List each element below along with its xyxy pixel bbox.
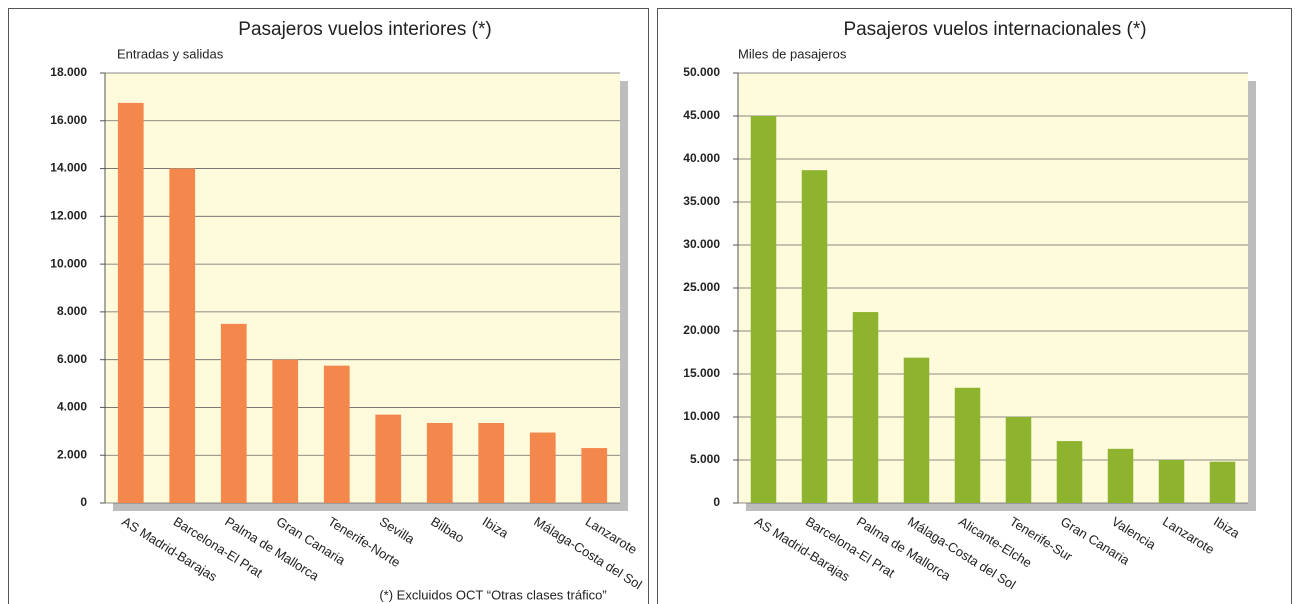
y-tick-label: 10.000 <box>683 409 720 423</box>
y-tick-label: 50.000 <box>683 65 720 79</box>
y-tick-label: 4.000 <box>57 400 87 414</box>
x-tick-label: Palma de Mallorca <box>222 514 322 584</box>
bar <box>375 414 402 503</box>
bar <box>1209 461 1236 503</box>
y-tick-label: 0 <box>713 495 720 509</box>
bar <box>117 102 144 503</box>
y-tick-label: 2.000 <box>57 447 87 461</box>
y-tick-label: 30.000 <box>683 237 720 251</box>
panel-frame <box>657 8 1292 604</box>
x-tick-label: Palma de Mallorca <box>854 514 954 584</box>
x-tick-label: Sevilla <box>377 514 418 547</box>
y-tick-label: 0 <box>80 495 87 509</box>
x-tick-label: Lanzarote <box>1160 514 1217 557</box>
y-tick-label: 8.000 <box>57 304 87 318</box>
panel-frame <box>8 8 649 604</box>
y-tick-label: 10.000 <box>50 256 87 270</box>
chart-subtitle: Miles de pasajeros <box>738 46 847 61</box>
bar <box>1107 448 1134 503</box>
chart-title: Pasajeros vuelos interiores (*) <box>238 19 491 40</box>
bar <box>1056 441 1083 503</box>
bar <box>169 168 196 504</box>
bar <box>903 357 930 503</box>
bar <box>750 116 777 503</box>
bar <box>852 312 879 503</box>
x-tick-label: AS Madrid-Barajas <box>119 514 220 585</box>
y-tick-label: 12.000 <box>50 209 87 223</box>
y-tick-label: 6.000 <box>57 352 87 366</box>
bar <box>272 359 299 503</box>
bar <box>426 422 453 503</box>
bar <box>1005 417 1032 503</box>
y-tick-label: 15.000 <box>683 366 720 380</box>
y-tick-label: 35.000 <box>683 194 720 208</box>
bar <box>323 365 350 503</box>
y-tick-label: 45.000 <box>683 108 720 122</box>
bar <box>220 323 247 503</box>
y-tick-label: 5.000 <box>690 452 720 466</box>
y-tick-label: 18.000 <box>50 65 87 79</box>
bar <box>801 170 828 503</box>
y-tick-label: 40.000 <box>683 151 720 165</box>
y-tick-label: 20.000 <box>683 323 720 337</box>
y-tick-label: 14.000 <box>50 161 87 175</box>
y-tick-label: 16.000 <box>50 113 87 127</box>
x-tick-label: AS Madrid-Barajas <box>752 514 853 585</box>
x-tick-label: Ibiza <box>1211 514 1243 542</box>
x-tick-label: Ibiza <box>480 514 512 542</box>
bar <box>954 387 981 503</box>
chart-subtitle: Entradas y salidas <box>117 46 224 61</box>
bar <box>529 432 556 503</box>
bar <box>478 422 505 503</box>
y-tick-label: 25.000 <box>683 280 720 294</box>
x-tick-label: Bilbao <box>428 514 467 546</box>
footnote: (*) Excluidos OCT “Otras clases tráfico” <box>379 587 606 602</box>
chart-title: Pasajeros vuelos internacionales (*) <box>843 19 1146 40</box>
bar <box>1158 460 1185 503</box>
bar <box>581 448 608 503</box>
